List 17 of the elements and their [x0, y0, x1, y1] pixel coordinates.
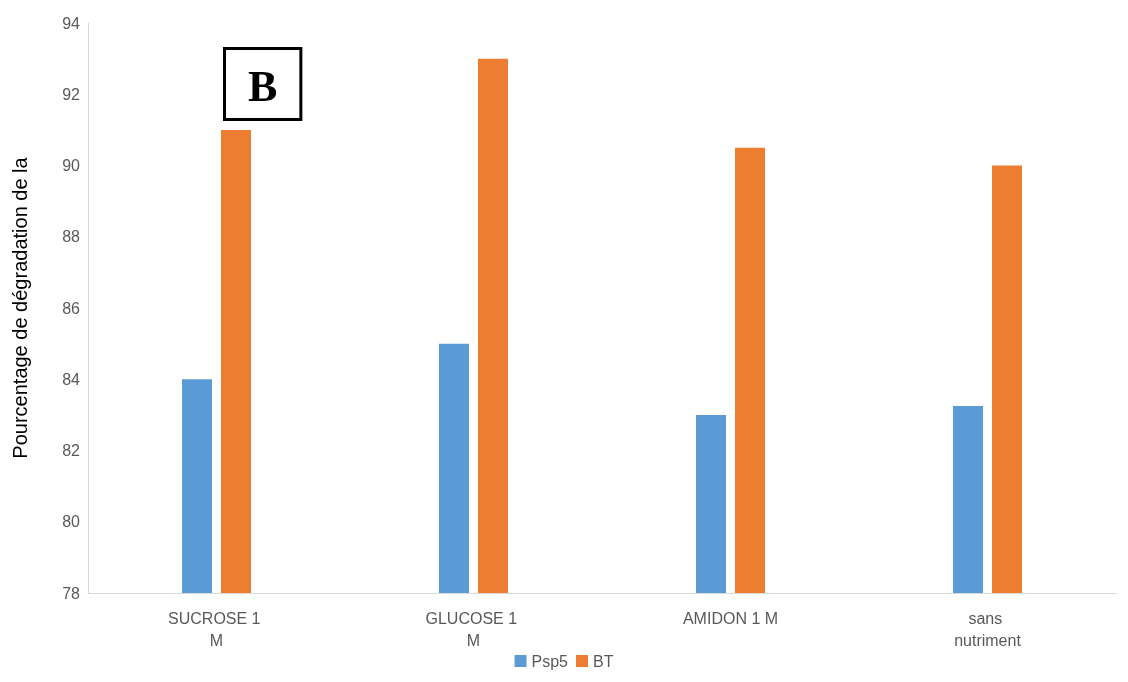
y-tick-label: 94: [62, 14, 81, 32]
annotation: B: [248, 61, 278, 111]
y-tick-label: 88: [62, 228, 81, 246]
y-tick-label: 82: [62, 442, 81, 459]
x-tick-label: SUCROSE 1 M: [168, 609, 265, 649]
x-tick-label: sans nutriment: [954, 609, 1022, 649]
y-tick-label: 78: [62, 584, 81, 602]
x-tick-label: AMIDON 1 M: [682, 609, 779, 627]
y-tick-label: 92: [62, 85, 81, 103]
y-tick-label: 86: [62, 299, 81, 317]
y-tick-label: 84: [62, 370, 81, 388]
legend-label: BT: [593, 652, 614, 670]
legend-label: Psp5: [531, 652, 569, 670]
x-tick-label: GLUCOSE 1 M: [425, 609, 522, 649]
y-tick-label: 90: [62, 157, 81, 174]
y-tick-label: 80: [62, 513, 81, 531]
y-axis-title: Pourcentage de dégradation de la: [9, 156, 31, 459]
